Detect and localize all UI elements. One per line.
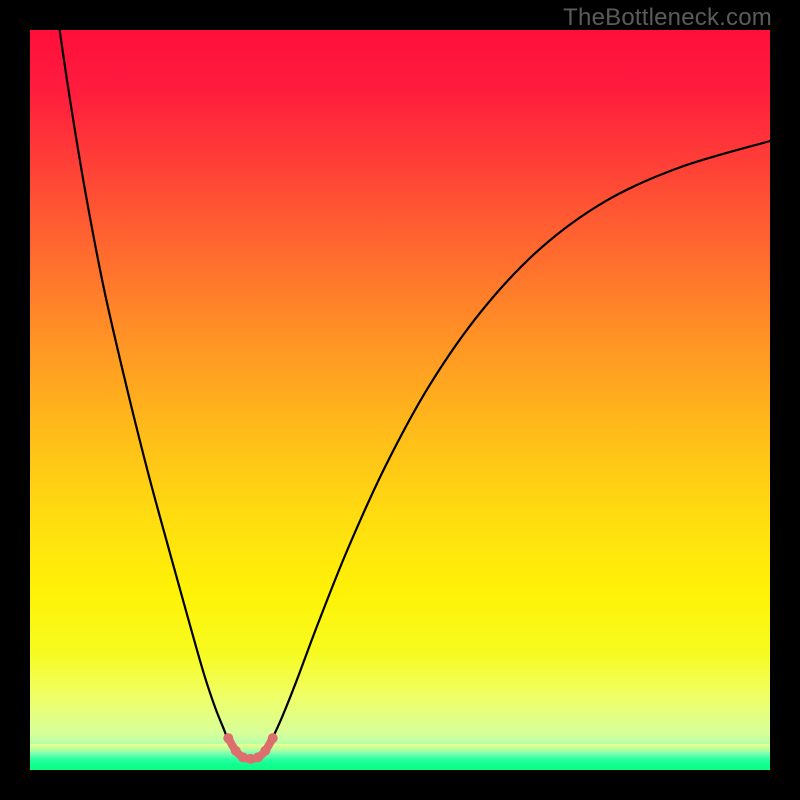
valley-marker: [223, 733, 277, 764]
left-curve: [60, 30, 235, 749]
curves-layer: [30, 30, 770, 770]
right-curve: [265, 141, 770, 749]
watermark-text: TheBottleneck.com: [563, 4, 772, 32]
plot-area: [30, 30, 770, 770]
